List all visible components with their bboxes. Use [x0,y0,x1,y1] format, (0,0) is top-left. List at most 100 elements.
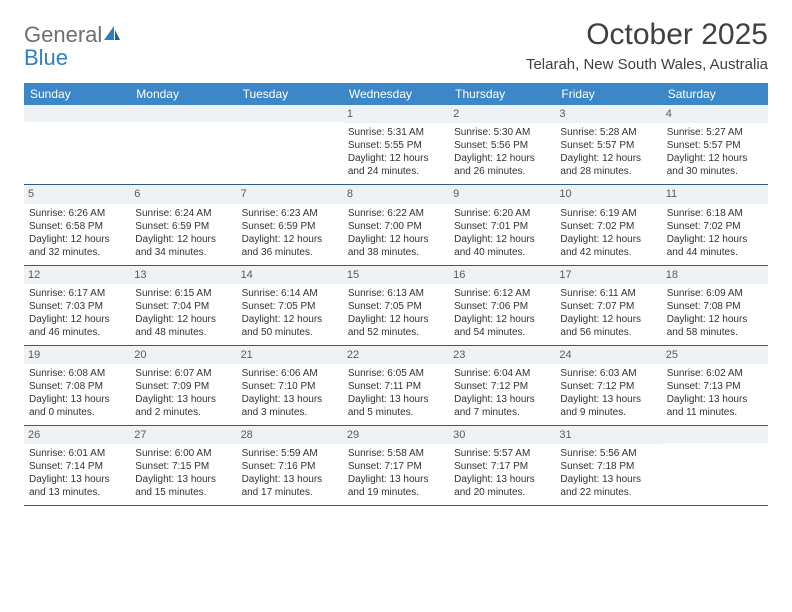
day-info-line: Sunrise: 5:27 AM [667,126,763,139]
day-info-line: and 50 minutes. [242,326,338,339]
day-info-line: Daylight: 13 hours [29,393,125,406]
day-info-line: Daylight: 13 hours [135,473,231,486]
location-subtitle: Telarah, New South Wales, Australia [526,56,768,73]
calendar-week-row: 1Sunrise: 5:31 AMSunset: 5:55 PMDaylight… [24,105,768,185]
day-number [130,105,236,122]
day-info-line: Sunset: 7:00 PM [348,220,444,233]
day-info-line: Sunrise: 5:31 AM [348,126,444,139]
calendar-day-cell: 6Sunrise: 6:24 AMSunset: 6:59 PMDaylight… [130,185,236,264]
day-info-line: Sunset: 5:55 PM [348,139,444,152]
day-number: 30 [449,426,555,444]
day-info-line: Sunset: 5:57 PM [667,139,763,152]
day-info-line: Daylight: 13 hours [135,393,231,406]
calendar-day-cell: 5Sunrise: 6:26 AMSunset: 6:58 PMDaylight… [24,185,130,264]
day-info-line: and 3 minutes. [242,406,338,419]
day-info-line: Daylight: 13 hours [242,393,338,406]
day-info-line: Sunset: 7:05 PM [348,300,444,313]
day-info-line: Daylight: 13 hours [454,393,550,406]
calendar-day-cell: 9Sunrise: 6:20 AMSunset: 7:01 PMDaylight… [449,185,555,264]
day-info-line: Sunrise: 6:19 AM [560,207,656,220]
day-info-line: and 5 minutes. [348,406,444,419]
calendar-day-cell: 24Sunrise: 6:03 AMSunset: 7:12 PMDayligh… [555,346,661,425]
day-info-line: Sunset: 7:06 PM [454,300,550,313]
day-info-line: Daylight: 12 hours [667,233,763,246]
calendar-day-cell: 25Sunrise: 6:02 AMSunset: 7:13 PMDayligh… [662,346,768,425]
day-info-line: Sunrise: 5:30 AM [454,126,550,139]
day-info-line: Sunset: 7:17 PM [454,460,550,473]
day-info-line: Sunrise: 6:15 AM [135,287,231,300]
day-info-line: and 32 minutes. [29,246,125,259]
day-info-line: Sunrise: 6:14 AM [242,287,338,300]
day-number: 4 [662,105,768,123]
brand-logo: General Blue [24,18,122,70]
day-info-line: Sunrise: 6:07 AM [135,367,231,380]
day-info-line: Daylight: 12 hours [242,233,338,246]
day-info-line: and 24 minutes. [348,165,444,178]
day-info-line: Daylight: 12 hours [348,313,444,326]
day-info-line: and 15 minutes. [135,486,231,499]
calendar-day-cell: 31Sunrise: 5:56 AMSunset: 7:18 PMDayligh… [555,426,661,505]
day-info-line: Sunrise: 6:12 AM [454,287,550,300]
day-info-line: and 17 minutes. [242,486,338,499]
day-info-line: Sunrise: 6:00 AM [135,447,231,460]
calendar-day-cell: 11Sunrise: 6:18 AMSunset: 7:02 PMDayligh… [662,185,768,264]
day-info-line: Sunset: 5:56 PM [454,139,550,152]
day-info-line: and 34 minutes. [135,246,231,259]
day-info-line: Daylight: 13 hours [560,393,656,406]
day-info-line: Sunset: 7:16 PM [242,460,338,473]
brand-word2: Blue [24,45,68,70]
day-info-line: and 2 minutes. [135,406,231,419]
day-info-line: Daylight: 12 hours [560,152,656,165]
day-info-line: Sunset: 7:09 PM [135,380,231,393]
calendar-day-cell: 1Sunrise: 5:31 AMSunset: 5:55 PMDaylight… [343,105,449,184]
day-info-line: Sunrise: 6:11 AM [560,287,656,300]
day-number: 15 [343,266,449,284]
calendar-day-cell: 21Sunrise: 6:06 AMSunset: 7:10 PMDayligh… [237,346,343,425]
day-info-line: Sunrise: 6:13 AM [348,287,444,300]
day-info-line: Sunset: 7:13 PM [667,380,763,393]
day-info-line: Sunrise: 6:09 AM [667,287,763,300]
day-number: 9 [449,185,555,203]
day-info-line: Daylight: 13 hours [242,473,338,486]
day-info-line: Daylight: 12 hours [348,233,444,246]
day-info-line: Sunrise: 6:01 AM [29,447,125,460]
day-number: 10 [555,185,661,203]
day-info-line: and 40 minutes. [454,246,550,259]
day-info-line: Daylight: 12 hours [29,313,125,326]
day-info-line: Sunrise: 6:04 AM [454,367,550,380]
weekday-header-row: Sunday Monday Tuesday Wednesday Thursday… [24,83,768,105]
calendar-day-cell: 4Sunrise: 5:27 AMSunset: 5:57 PMDaylight… [662,105,768,184]
day-info-line: and 28 minutes. [560,165,656,178]
day-info-line: Sunrise: 6:02 AM [667,367,763,380]
day-number: 25 [662,346,768,364]
day-info-line: Daylight: 13 hours [29,473,125,486]
day-info-line: and 42 minutes. [560,246,656,259]
day-info-line: Sunrise: 5:28 AM [560,126,656,139]
day-info-line: Sunrise: 6:08 AM [29,367,125,380]
day-info-line: Daylight: 12 hours [135,313,231,326]
day-info-line: and 26 minutes. [454,165,550,178]
day-info-line: Daylight: 12 hours [560,233,656,246]
day-info-line: and 54 minutes. [454,326,550,339]
day-info-line: Sunset: 7:08 PM [29,380,125,393]
day-info-line: Sunset: 7:15 PM [135,460,231,473]
day-info-line: Daylight: 12 hours [135,233,231,246]
day-info-line: Sunset: 7:11 PM [348,380,444,393]
day-info-line: and 46 minutes. [29,326,125,339]
day-number: 6 [130,185,236,203]
day-info-line: Sunrise: 6:18 AM [667,207,763,220]
day-number: 8 [343,185,449,203]
day-number: 2 [449,105,555,123]
weekday-label: Tuesday [237,83,343,105]
calendar-day-cell: 13Sunrise: 6:15 AMSunset: 7:04 PMDayligh… [130,266,236,345]
day-number: 12 [24,266,130,284]
calendar-day-cell: 2Sunrise: 5:30 AMSunset: 5:56 PMDaylight… [449,105,555,184]
day-info-line: Sunrise: 6:05 AM [348,367,444,380]
day-info-line: Sunset: 7:03 PM [29,300,125,313]
weekday-label: Wednesday [343,83,449,105]
calendar-day-cell: 19Sunrise: 6:08 AMSunset: 7:08 PMDayligh… [24,346,130,425]
day-info-line: Sunrise: 6:24 AM [135,207,231,220]
day-info-line: and 11 minutes. [667,406,763,419]
day-info-line: and 22 minutes. [560,486,656,499]
calendar-week-row: 26Sunrise: 6:01 AMSunset: 7:14 PMDayligh… [24,426,768,506]
